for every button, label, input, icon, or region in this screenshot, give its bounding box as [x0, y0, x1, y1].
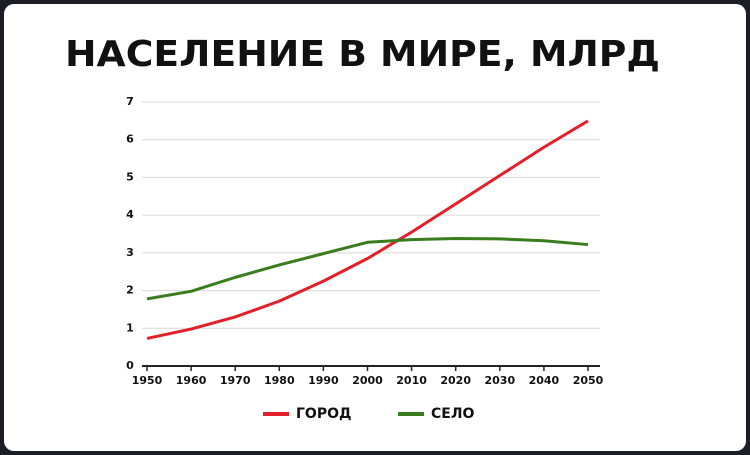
y-tick-label: 0: [126, 359, 134, 372]
slide-background: [4, 4, 746, 451]
legend-label: ГОРОД: [296, 406, 351, 422]
x-tick-label: 2020: [440, 374, 471, 387]
chart-title: НАСЕЛЕНИЕ В МИРЕ, МЛРД: [65, 34, 660, 75]
x-tick-label: 2050: [573, 374, 604, 387]
x-tick-label: 2010: [396, 374, 427, 387]
x-tick-label: 1960: [176, 374, 207, 387]
y-tick-label: 5: [126, 170, 134, 183]
series-line: [146, 119, 589, 340]
y-tick-label: 1: [126, 321, 134, 334]
x-tick-label: 1950: [132, 374, 163, 387]
x-tick-label: 1990: [308, 374, 339, 387]
series-line: [146, 237, 589, 301]
x-tick-label: 2040: [529, 374, 560, 387]
y-tick-label: 3: [126, 246, 134, 259]
y-tick-label: 7: [126, 95, 134, 108]
y-tick-label: 4: [126, 208, 134, 221]
y-tick-label: 6: [126, 133, 134, 146]
x-tick-label: 2000: [352, 374, 383, 387]
x-tick-label: 1980: [264, 374, 295, 387]
x-tick-label: 2030: [484, 374, 515, 387]
x-tick-label: 1970: [220, 374, 251, 387]
legend-label: СЕЛО: [431, 406, 474, 422]
y-tick-label: 2: [126, 284, 134, 297]
